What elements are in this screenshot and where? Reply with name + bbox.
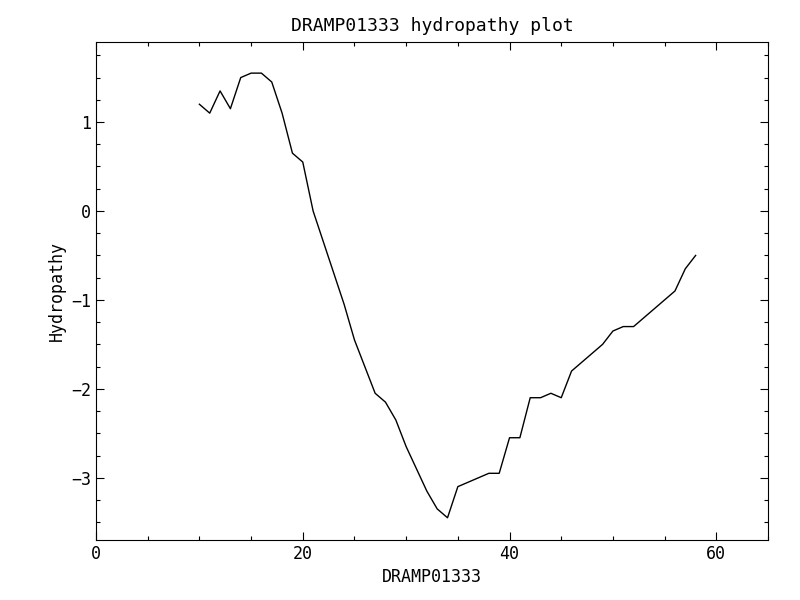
- X-axis label: DRAMP01333: DRAMP01333: [382, 568, 482, 586]
- Title: DRAMP01333 hydropathy plot: DRAMP01333 hydropathy plot: [290, 17, 574, 35]
- Y-axis label: Hydropathy: Hydropathy: [47, 241, 66, 341]
